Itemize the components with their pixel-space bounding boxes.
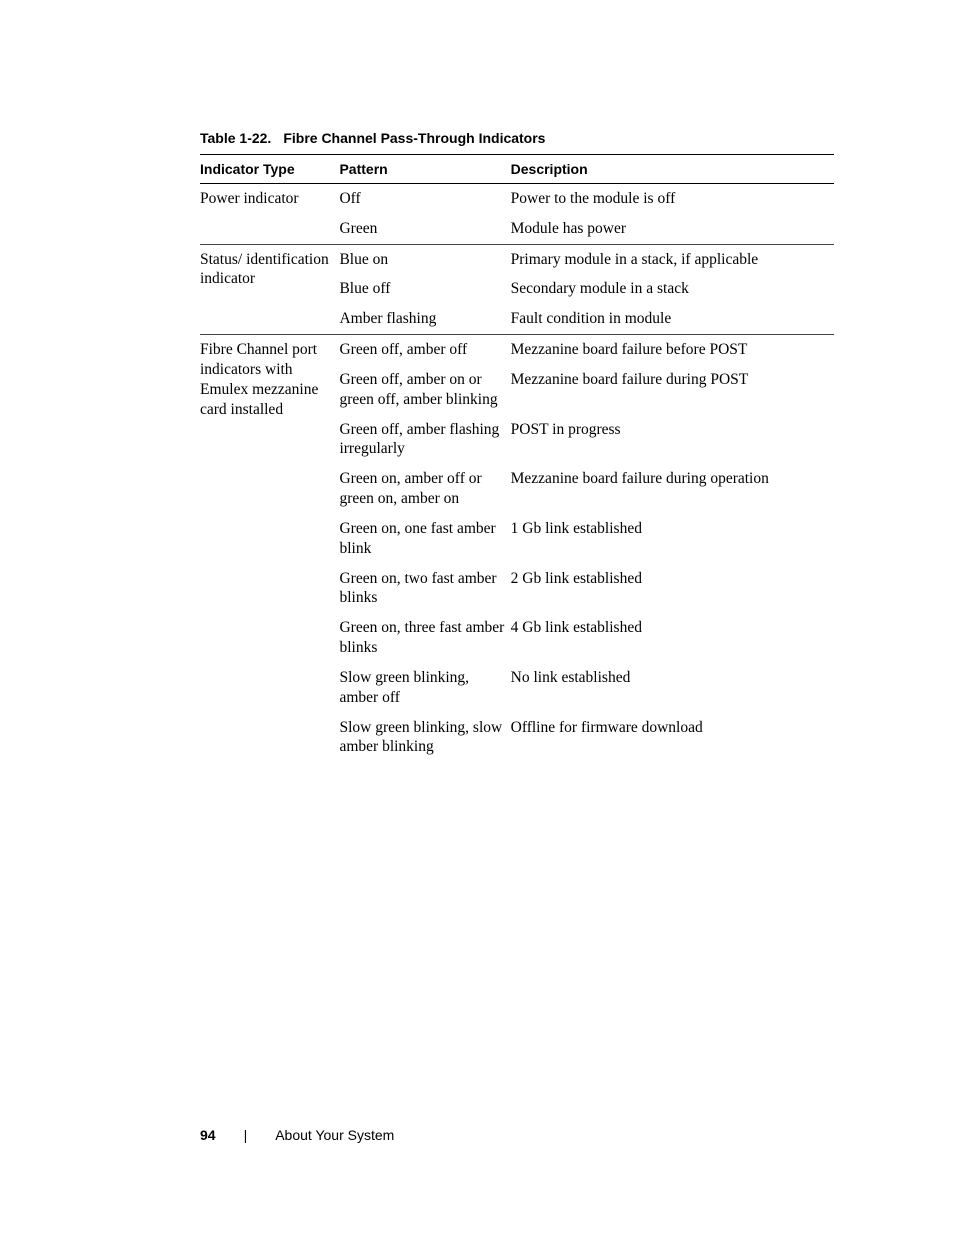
cell-desc: Mezzanine board failure before POST bbox=[511, 335, 834, 365]
cell-pattern: Green off, amber flashing irregularly bbox=[339, 415, 510, 465]
cell-pattern: Blue on bbox=[339, 244, 510, 274]
table-header-row: Indicator Type Pattern Description bbox=[200, 155, 834, 184]
cell-desc: 2 Gb link established bbox=[511, 564, 834, 614]
cell-pattern: Off bbox=[339, 184, 510, 214]
page: Table 1-22. Fibre Channel Pass-Through In… bbox=[0, 0, 954, 1235]
indicators-table: Indicator Type Pattern Description Power… bbox=[200, 154, 834, 762]
col-header-type: Indicator Type bbox=[200, 155, 339, 184]
cell-pattern: Green off, amber on or green off, amber … bbox=[339, 365, 510, 415]
cell-desc: Secondary module in a stack bbox=[511, 274, 834, 304]
page-footer: 94 | About Your System bbox=[200, 1127, 394, 1143]
cell-pattern: Green on, three fast amber blinks bbox=[339, 613, 510, 663]
cell-pattern: Green on, one fast amber blink bbox=[339, 514, 510, 564]
cell-pattern: Green on, amber off or green on, amber o… bbox=[339, 464, 510, 514]
cell-type: Fibre Channel port indicators with Emule… bbox=[200, 335, 339, 763]
cell-pattern: Amber flashing bbox=[339, 304, 510, 334]
table-number: Table 1-22. bbox=[200, 130, 271, 146]
footer-section: About Your System bbox=[275, 1127, 394, 1143]
cell-desc: Primary module in a stack, if applicable bbox=[511, 244, 834, 274]
cell-desc: POST in progress bbox=[511, 415, 834, 465]
cell-desc: Offline for firmware download bbox=[511, 713, 834, 763]
page-number: 94 bbox=[200, 1127, 216, 1143]
cell-desc: 1 Gb link established bbox=[511, 514, 834, 564]
table-row: Fibre Channel port indicators with Emule… bbox=[200, 335, 834, 365]
cell-pattern: Green bbox=[339, 214, 510, 244]
table-caption: Table 1-22. Fibre Channel Pass-Through In… bbox=[200, 130, 834, 146]
cell-type: Status/ identification indicator bbox=[200, 244, 339, 334]
cell-desc: Fault condition in module bbox=[511, 304, 834, 334]
cell-pattern: Green on, two fast amber blinks bbox=[339, 564, 510, 614]
col-header-pattern: Pattern bbox=[339, 155, 510, 184]
table-row: Status/ identification indicator Blue on… bbox=[200, 244, 834, 274]
cell-desc: Mezzanine board failure during operation bbox=[511, 464, 834, 514]
cell-pattern: Green off, amber off bbox=[339, 335, 510, 365]
footer-separator: | bbox=[244, 1127, 248, 1143]
cell-desc: Module has power bbox=[511, 214, 834, 244]
cell-desc: 4 Gb link established bbox=[511, 613, 834, 663]
col-header-desc: Description bbox=[511, 155, 834, 184]
cell-desc: Power to the module is off bbox=[511, 184, 834, 214]
cell-pattern: Blue off bbox=[339, 274, 510, 304]
cell-pattern: Slow green blinking, amber off bbox=[339, 663, 510, 713]
cell-type: Power indicator bbox=[200, 184, 339, 245]
table-row: Power indicator Off Power to the module … bbox=[200, 184, 834, 214]
cell-desc: No link established bbox=[511, 663, 834, 713]
cell-pattern: Slow green blinking, slow amber blinking bbox=[339, 713, 510, 763]
table-title: Fibre Channel Pass-Through Indicators bbox=[283, 130, 545, 146]
cell-desc: Mezzanine board failure during POST bbox=[511, 365, 834, 415]
